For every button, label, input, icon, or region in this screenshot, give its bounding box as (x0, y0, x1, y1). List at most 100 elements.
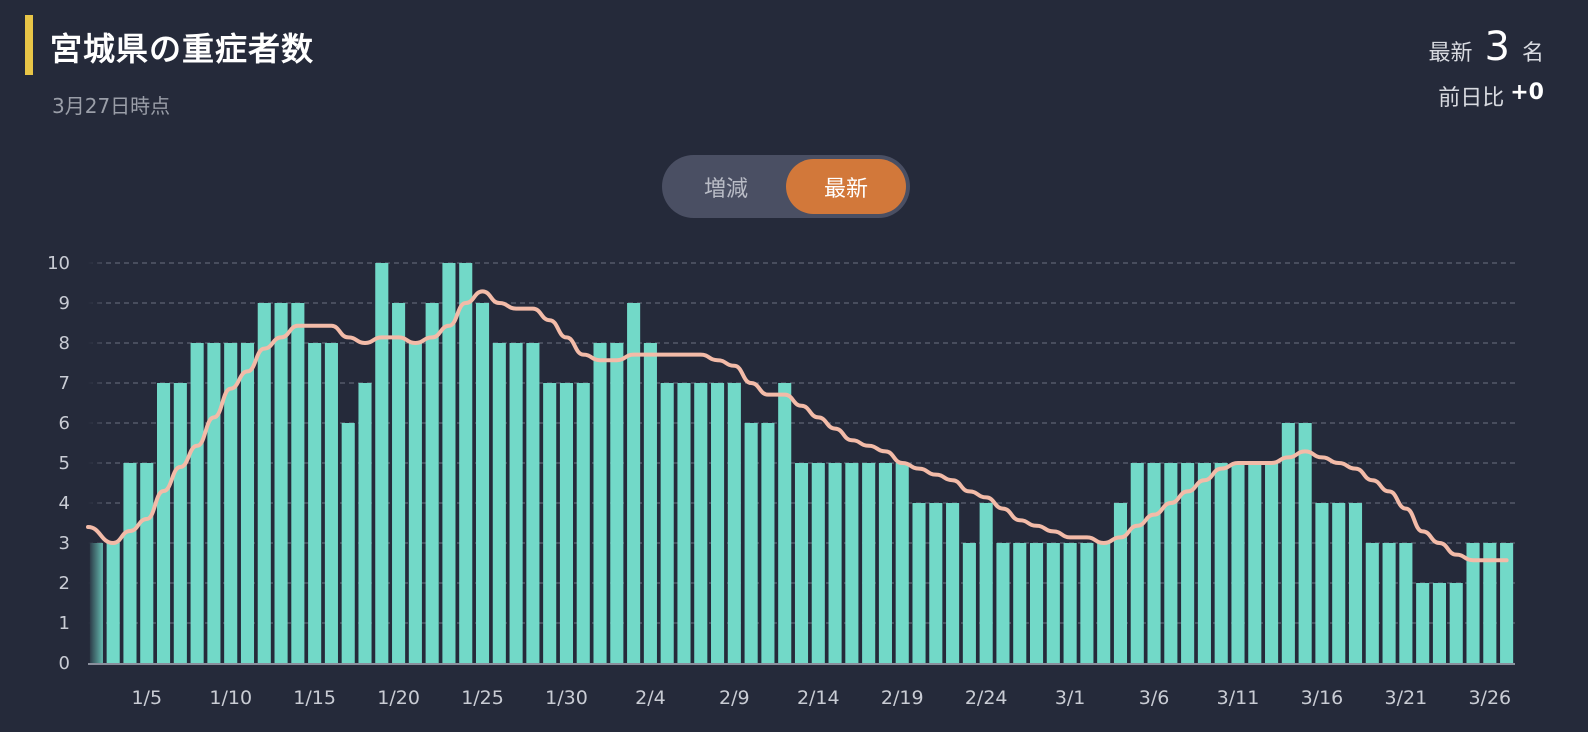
bar-3-10 (1214, 463, 1228, 663)
bar-2-4 (643, 343, 657, 663)
x-tick-label: 1/30 (545, 687, 588, 709)
bar-1-9 (207, 343, 221, 663)
bar-2-18 (878, 463, 892, 663)
y-tick-label: 8 (59, 333, 70, 354)
bar-3-1 (1063, 543, 1077, 663)
bar-3-24 (1449, 583, 1463, 663)
latest-count: 最新 3 名 (1429, 24, 1544, 70)
x-tick-label: 2/9 (719, 687, 750, 709)
bar-3-20 (1382, 543, 1396, 663)
bar-3-23 (1432, 583, 1447, 663)
view-toggle[interactable]: 増減 最新 (662, 155, 910, 218)
bar-1-17 (341, 423, 355, 663)
x-tick-label: 2/24 (965, 687, 1008, 709)
bar-2-26 (1013, 543, 1027, 663)
bar-3-6 (1147, 463, 1161, 663)
y-tick-label: 9 (59, 293, 70, 314)
y-tick-label: 7 (59, 373, 70, 394)
bar-2-24 (979, 503, 993, 663)
latest-unit: 名 (1521, 41, 1544, 66)
page-title: 宮城県の重症者数 (50, 30, 315, 68)
bar-1-4 (123, 463, 137, 663)
bar-1-16 (324, 343, 338, 663)
bar-1-13 (274, 303, 288, 663)
x-tick-label: 2/14 (797, 687, 840, 709)
toggle-latest[interactable]: 最新 (786, 159, 906, 214)
bar-3-14 (1281, 423, 1295, 663)
bar-3-18 (1348, 503, 1363, 663)
bar-3-9 (1197, 463, 1211, 663)
bar-1-7 (173, 383, 187, 663)
bar-1-31 (576, 383, 590, 663)
bar-1-23 (442, 263, 456, 663)
x-tick-label: 3/16 (1301, 687, 1344, 709)
bar-2-12 (778, 383, 792, 663)
bar-2-9 (727, 383, 741, 663)
bar-3-22 (1416, 583, 1430, 663)
bar-2-19 (895, 463, 909, 663)
toggle-change[interactable]: 増減 (703, 176, 748, 202)
bar-1-18 (358, 383, 372, 663)
x-tick-label: 1/10 (209, 687, 252, 709)
bar-1-28 (526, 343, 540, 663)
left-fade (88, 258, 106, 663)
x-tick-label: 1/15 (293, 687, 336, 709)
bar-1-12 (257, 303, 271, 663)
x-tick-label: 3/6 (1139, 687, 1170, 709)
x-tick-label: 1/20 (377, 687, 420, 709)
as-of-date: 3月27日時点 (52, 94, 171, 118)
bar-3-19 (1365, 543, 1379, 663)
bar-2-15 (828, 463, 842, 663)
bar-2-6 (677, 383, 691, 663)
x-tick-label: 3/21 (1385, 687, 1428, 709)
bar-1-27 (509, 343, 523, 663)
bar-2-8 (711, 383, 725, 663)
bar-2-20 (912, 503, 926, 663)
bar-2-2 (610, 343, 624, 663)
y-tick-label: 10 (47, 253, 70, 274)
y-tick-label: 5 (59, 453, 70, 474)
bar-3-17 (1332, 503, 1346, 663)
bar-1-10 (224, 343, 238, 663)
bar-3-15 (1298, 423, 1312, 663)
bar-2-11 (761, 423, 775, 663)
bar-1-11 (240, 343, 255, 663)
bar-3-8 (1181, 463, 1195, 663)
day-over-day: 前日比 +0 (1438, 80, 1544, 112)
bar-2-16 (845, 463, 859, 663)
bar-2-28 (1046, 543, 1060, 663)
bar-1-15 (308, 343, 322, 663)
title-accent-bar (25, 15, 33, 75)
bar-3-25 (1466, 543, 1480, 663)
bar-2-21 (929, 503, 943, 663)
bar-2-13 (794, 463, 809, 663)
bar-1-8 (190, 343, 204, 663)
y-tick-label: 3 (59, 533, 70, 554)
bar-1-24 (459, 263, 473, 663)
bar-1-21 (408, 343, 422, 663)
bar-2-3 (627, 303, 641, 663)
bar-2-22 (946, 503, 960, 663)
diff-label: 前日比 (1438, 86, 1505, 111)
bar-2-27 (1029, 543, 1044, 663)
bar-1-6 (156, 383, 171, 663)
bar-3-26 (1483, 543, 1497, 663)
bar-1-22 (425, 303, 439, 663)
bar-1-25 (475, 303, 490, 663)
x-tick-label: 1/5 (131, 687, 162, 709)
bar-1-3 (106, 543, 120, 663)
bar-1-5 (140, 463, 154, 663)
x-tick-label: 2/4 (635, 687, 666, 709)
bar-3-2 (1080, 543, 1094, 663)
x-tick-label: 3/26 (1468, 687, 1511, 709)
bar-2-14 (811, 463, 825, 663)
bar-2-1 (593, 343, 607, 663)
bar-1-20 (392, 303, 406, 663)
y-tick-label: 2 (59, 573, 70, 594)
y-tick-label: 6 (59, 413, 70, 434)
latest-label: 最新 (1428, 41, 1473, 66)
bar-1-29 (543, 383, 557, 663)
bar-3-11 (1231, 463, 1245, 663)
bar-1-19 (375, 263, 389, 663)
